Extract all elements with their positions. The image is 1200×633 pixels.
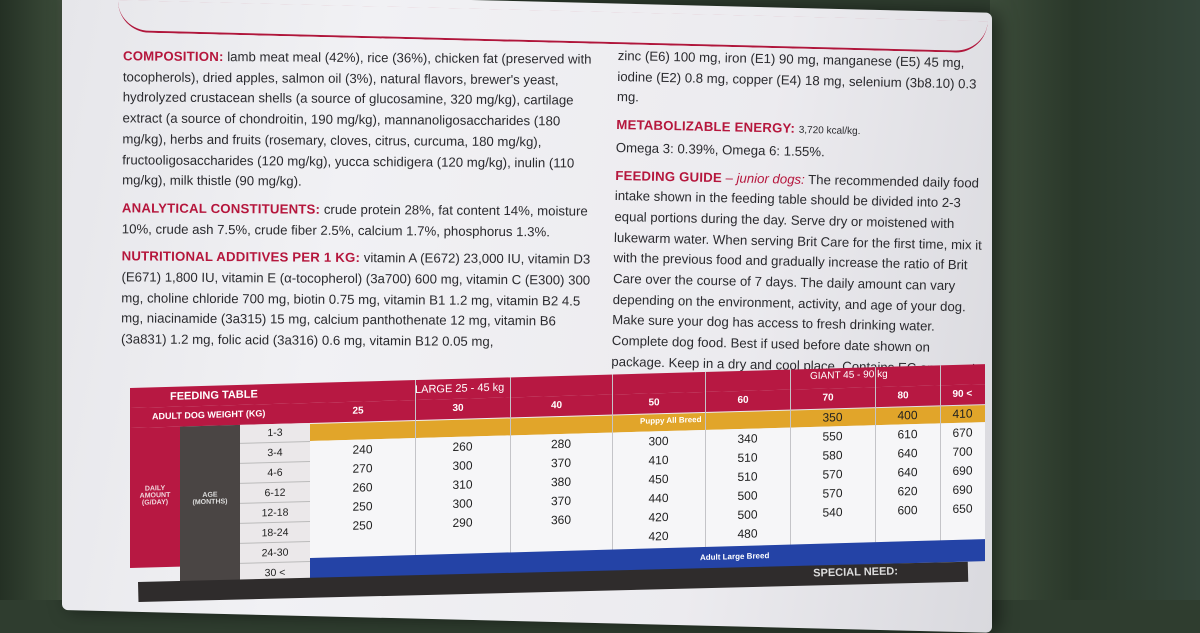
energy-block: METABOLIZABLE ENERGY: 3,720 kcal/kg. Ome… bbox=[616, 115, 987, 166]
amount-cell: 270 bbox=[352, 461, 373, 476]
composition-text: lamb meat meal (42%), rice (36%), chicke… bbox=[122, 49, 592, 189]
background-left bbox=[0, 0, 70, 600]
amount-cell: 610 bbox=[897, 427, 918, 442]
age-cell: 4-6 bbox=[240, 463, 310, 484]
weight-header: 70 bbox=[822, 392, 834, 404]
amount-cell: 640 bbox=[897, 465, 918, 480]
energy-heading: METABOLIZABLE ENERGY: bbox=[616, 117, 796, 136]
weight-header: 40 bbox=[551, 399, 563, 412]
amount-cell: 370 bbox=[550, 493, 572, 509]
feeding-guide-text: The recommended daily food intake shown … bbox=[612, 171, 982, 335]
age-cell: 6-12 bbox=[240, 483, 310, 504]
column-divider bbox=[510, 377, 511, 575]
daily-amount-label: DAILY AMOUNT (G/DAY) bbox=[139, 485, 171, 507]
column-divider bbox=[790, 369, 791, 567]
amount-cell: 420 bbox=[648, 509, 669, 525]
analytical-block: ANALYTICAL CONSTITUENTS: crude protein 2… bbox=[122, 198, 592, 243]
amount-cell: 690 bbox=[952, 463, 973, 479]
amount-cell: 580 bbox=[822, 448, 843, 463]
amount-cell: 540 bbox=[822, 505, 843, 520]
amount-cell: 570 bbox=[822, 486, 843, 501]
amount-cell: 340 bbox=[737, 431, 758, 447]
amount-cell: 420 bbox=[648, 528, 669, 544]
feeding-guide-subheading: – junior dogs: bbox=[725, 169, 805, 187]
amount-cell: 550 bbox=[822, 429, 843, 444]
amount-cell: 440 bbox=[648, 490, 669, 506]
age-cell: 1-3 bbox=[240, 423, 310, 444]
weight-header: 60 bbox=[737, 394, 749, 407]
amount-cell: 510 bbox=[737, 469, 758, 485]
weight-header: 50 bbox=[648, 397, 660, 409]
amount-cell: 570 bbox=[822, 467, 843, 482]
column-divider bbox=[705, 371, 706, 569]
amount-cell: 600 bbox=[897, 503, 918, 518]
amount-cell: 700 bbox=[952, 444, 973, 460]
amount-cell: 410 bbox=[648, 452, 669, 468]
age-cell: 18-24 bbox=[240, 523, 310, 544]
minerals-text: zinc (E6) 100 mg, iron (E1) 90 mg, manga… bbox=[616, 47, 977, 105]
composition-heading: COMPOSITION: bbox=[122, 48, 224, 65]
background-right bbox=[990, 0, 1200, 600]
amount-cell: 640 bbox=[897, 446, 918, 461]
right-column: zinc (E6) 100 mg, iron (E1) 90 mg, manga… bbox=[611, 46, 988, 408]
column-divider bbox=[875, 367, 876, 565]
weight-label: ADULT DOG WEIGHT (KG) bbox=[152, 408, 266, 422]
amount-cell: 260 bbox=[352, 480, 373, 495]
amount-cell: 280 bbox=[550, 436, 572, 452]
amount-cell: 260 bbox=[452, 439, 473, 454]
weight-header: 80 bbox=[897, 390, 909, 402]
age-cell: 24-30 bbox=[240, 543, 310, 564]
feeding-table: FEEDING TABLE LARGE 25 - 45 kg GIANT 45 … bbox=[130, 364, 990, 587]
puppy-band-label: Puppy All Breed bbox=[640, 415, 702, 426]
age-label: AGE (MONTHS) bbox=[192, 491, 228, 507]
amount-cell: 350 bbox=[822, 410, 843, 425]
amount-cell: 650 bbox=[952, 501, 973, 517]
energy-value: 3,720 kcal/kg. bbox=[798, 124, 861, 138]
amount-cell: 620 bbox=[897, 484, 918, 499]
amount-cell: 240 bbox=[352, 442, 373, 457]
amount-cell: 690 bbox=[952, 482, 973, 498]
additives-heading: NUTRITIONAL ADDITIVES PER 1 KG: bbox=[121, 248, 361, 266]
amount-cell: 500 bbox=[737, 507, 758, 523]
daily-amount-column: DAILY AMOUNT (G/DAY) bbox=[130, 426, 180, 568]
amount-cell: 510 bbox=[737, 450, 758, 466]
amount-cell: 290 bbox=[452, 515, 473, 530]
table-title: FEEDING TABLE bbox=[170, 388, 258, 403]
column-divider bbox=[612, 374, 613, 572]
weight-header: 30 bbox=[452, 402, 464, 414]
amount-cell: 250 bbox=[352, 499, 373, 514]
amount-cell: 380 bbox=[550, 474, 572, 490]
age-values-column: 1-3 3-4 4-6 6-12 12-18 18-24 24-30 30 < bbox=[240, 422, 310, 585]
composition-block: COMPOSITION: lamb meat meal (42%), rice … bbox=[122, 46, 593, 194]
amount-cell: 300 bbox=[452, 458, 473, 473]
omega-text: Omega 3: 0.39%, Omega 6: 1.55%. bbox=[615, 139, 825, 160]
column-divider bbox=[415, 380, 416, 578]
amount-cell: 400 bbox=[897, 408, 918, 423]
left-column: COMPOSITION: lamb meat meal (42%), rice … bbox=[121, 46, 593, 360]
amount-cell: 410 bbox=[952, 406, 973, 422]
amount-cell: 300 bbox=[648, 433, 669, 449]
amount-cell: 300 bbox=[452, 496, 473, 511]
age-cell: 12-18 bbox=[240, 503, 310, 524]
analytical-heading: ANALYTICAL CONSTITUENTS: bbox=[121, 200, 321, 217]
age-label-column: AGE (MONTHS) bbox=[180, 424, 240, 587]
amount-cell: 450 bbox=[648, 471, 669, 487]
amount-cell: 250 bbox=[352, 518, 373, 533]
amount-cell: 480 bbox=[737, 526, 758, 542]
amount-cell: 500 bbox=[737, 488, 758, 504]
amount-cell: 670 bbox=[952, 425, 973, 441]
weight-header: 90 < bbox=[952, 388, 973, 401]
amount-cell: 370 bbox=[550, 455, 572, 471]
adult-band-label: Adult Large Breed bbox=[700, 551, 770, 563]
amount-grid: 350 400 410 240 260 280 300 340 550 610 670 270 300 3… bbox=[310, 365, 985, 578]
large-label: LARGE 25 - 45 kg bbox=[415, 381, 505, 397]
additives-block: NUTRITIONAL ADDITIVES PER 1 KG: vitamin … bbox=[121, 247, 592, 354]
amount-cell: 310 bbox=[452, 477, 473, 492]
bottom-strip-label: SPECIAL NEED: bbox=[813, 565, 899, 580]
weight-header: 25 bbox=[352, 405, 364, 417]
feeding-guide-heading: FEEDING GUIDE bbox=[615, 167, 723, 185]
amount-cell: 360 bbox=[550, 512, 572, 528]
age-cell: 3-4 bbox=[240, 443, 310, 464]
